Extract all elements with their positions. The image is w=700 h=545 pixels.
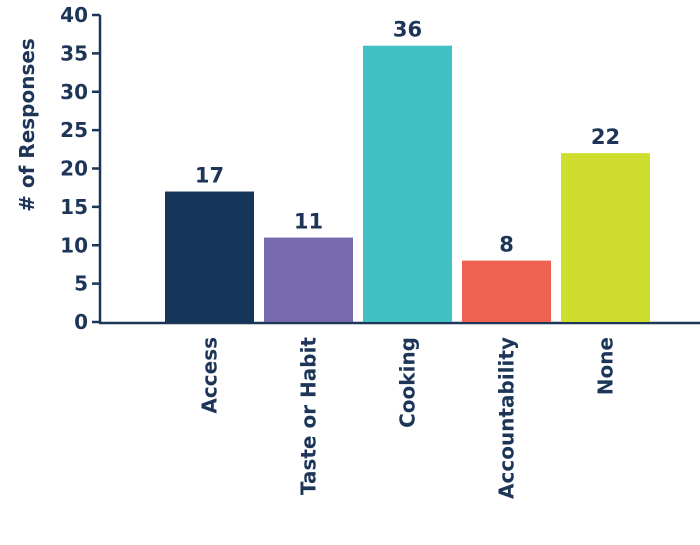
value-labels: 17 11 36 8 22	[195, 18, 620, 257]
bar-accountability	[462, 260, 551, 322]
category-labels: Access Taste or Habit Cooking Accountabilit…	[198, 337, 618, 499]
bar-access	[165, 191, 254, 322]
bar-cooking	[363, 45, 452, 322]
bar-none	[561, 153, 650, 322]
x-tick-label: Taste or Habit	[297, 337, 321, 496]
y-axis-title: # of Responses	[15, 38, 39, 212]
y-tick-label: 40	[60, 3, 88, 27]
y-tick-label: 35	[60, 41, 88, 65]
x-tick-label: Access	[198, 337, 222, 414]
data-label: 17	[195, 164, 224, 188]
y-tick-label: 25	[60, 118, 88, 142]
y-tick-label: 20	[60, 157, 88, 181]
bar-taste-or-habit	[264, 237, 353, 322]
x-tick-label: Cooking	[396, 337, 420, 428]
x-tick-label: Accountability	[495, 337, 519, 499]
y-tick-label: 15	[60, 195, 88, 219]
x-tick-label: None	[594, 337, 618, 395]
data-label: 8	[499, 233, 514, 257]
data-label: 36	[393, 18, 422, 42]
y-axis: 0 5 10 15 20 25 30 35 40	[60, 3, 102, 334]
y-tick-label: 5	[74, 272, 88, 296]
y-tick-label: 30	[60, 80, 88, 104]
data-label: 11	[294, 210, 323, 234]
y-tick-label: 10	[60, 233, 88, 257]
y-tick-label: 0	[74, 310, 88, 334]
bars	[165, 45, 650, 322]
data-label: 22	[591, 125, 620, 149]
